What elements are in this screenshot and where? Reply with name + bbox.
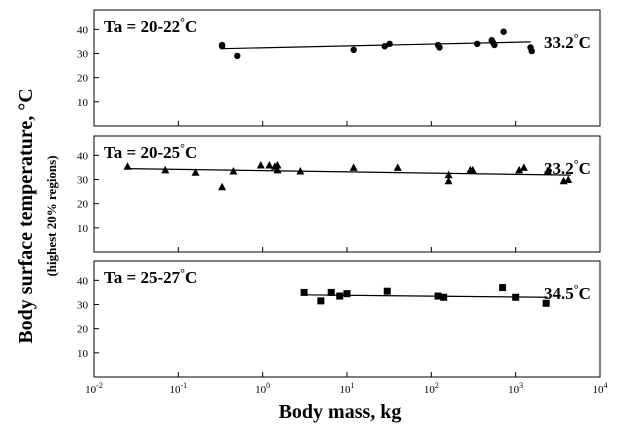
x-axis-ticks: 10-2 10-1 100 101 102 103 104 — [85, 381, 607, 396]
x-tick-label: 100 — [255, 381, 270, 396]
data-point — [491, 41, 498, 49]
data-point — [528, 47, 535, 55]
data-point — [436, 44, 443, 51]
data-point — [296, 167, 305, 175]
data-point — [444, 176, 453, 185]
y-tick-label: 30 — [77, 49, 89, 61]
data-point — [542, 299, 550, 307]
y-tick-label: 30 — [77, 300, 89, 312]
data-point — [317, 297, 325, 305]
fit-line — [222, 41, 531, 50]
x-tick-label: 101 — [340, 381, 355, 396]
fit-line — [127, 168, 571, 176]
panel-3: 10 20 30 40 Ta = 25-27°C 34.5°C — [77, 260, 601, 378]
x-tick-label: 104 — [593, 381, 608, 396]
data-point — [273, 165, 282, 174]
fit-value-label: 33.2°C — [544, 157, 591, 178]
chart-panels: 10 20 30 40 Ta = 20-22°C 33.2°C 10 20 30 40 Ta = 2… — [77, 9, 601, 378]
y-tick-label: 30 — [77, 175, 89, 187]
data-point — [468, 165, 477, 174]
fit-value-label: 34.5°C — [544, 282, 591, 303]
data-point — [234, 52, 241, 60]
fit-value-label: 33.2°C — [544, 31, 591, 52]
x-axis-title: Body mass, kg — [279, 401, 402, 423]
data-point — [229, 167, 238, 175]
panel-1: 10 20 30 40 Ta = 20-22°C 33.2°C — [77, 9, 601, 127]
panel-label: Ta = 25-27°C — [104, 266, 197, 287]
y-tick-label: 20 — [77, 73, 89, 85]
x-tick-label: 102 — [424, 381, 439, 396]
data-point — [265, 161, 274, 169]
data-point — [434, 292, 442, 300]
data-point — [444, 170, 453, 179]
y-axis-subtitle: (highest 20% regions) — [44, 155, 59, 276]
data-point — [218, 182, 227, 191]
data-point — [381, 43, 388, 50]
y-tick-label: 40 — [77, 150, 89, 162]
data-point — [218, 43, 226, 50]
data-point — [327, 288, 335, 296]
data-point — [123, 162, 132, 170]
data-point — [300, 288, 308, 296]
y-axis-subtitle-group: (highest 20% regions) — [44, 155, 59, 276]
y-tick-label: 10 — [77, 223, 89, 235]
x-tick-label: 103 — [508, 381, 523, 396]
data-point — [350, 46, 357, 54]
y-tick-label: 20 — [77, 199, 89, 211]
data-point — [500, 28, 507, 35]
data-point — [512, 293, 520, 301]
y-axis-title-group: Body surface temperature, °C — [15, 88, 37, 343]
data-point — [383, 287, 391, 295]
y-axis-title: Body surface temperature, °C — [15, 88, 37, 343]
panel-label: Ta = 20-25°C — [104, 141, 197, 162]
panel-label: Ta = 20-22°C — [104, 15, 197, 36]
data-point — [273, 161, 282, 169]
data-point — [256, 161, 265, 169]
x-tick-label: 10-2 — [85, 381, 103, 396]
data-point — [440, 293, 448, 301]
data-point — [543, 167, 552, 175]
data-point — [564, 175, 573, 183]
y-tick-label: 40 — [77, 24, 89, 36]
data-point — [515, 165, 524, 174]
x-tick-label: 10-1 — [169, 381, 187, 396]
data-point — [349, 163, 358, 171]
data-point — [474, 40, 481, 48]
y-tick-label: 40 — [77, 275, 89, 287]
data-point — [499, 284, 507, 292]
data-point — [343, 290, 351, 298]
data-point — [519, 163, 528, 171]
data-point — [191, 168, 200, 176]
y-tick-label: 20 — [77, 324, 89, 336]
data-point — [393, 163, 402, 171]
y-tick-label: 10 — [77, 348, 89, 360]
panel-2: 10 20 30 40 Ta = 20-25°C 33.2°C — [77, 135, 601, 253]
y-tick-label: 10 — [77, 97, 89, 109]
data-point — [161, 165, 170, 174]
data-point — [336, 292, 344, 300]
data-point — [386, 40, 393, 48]
